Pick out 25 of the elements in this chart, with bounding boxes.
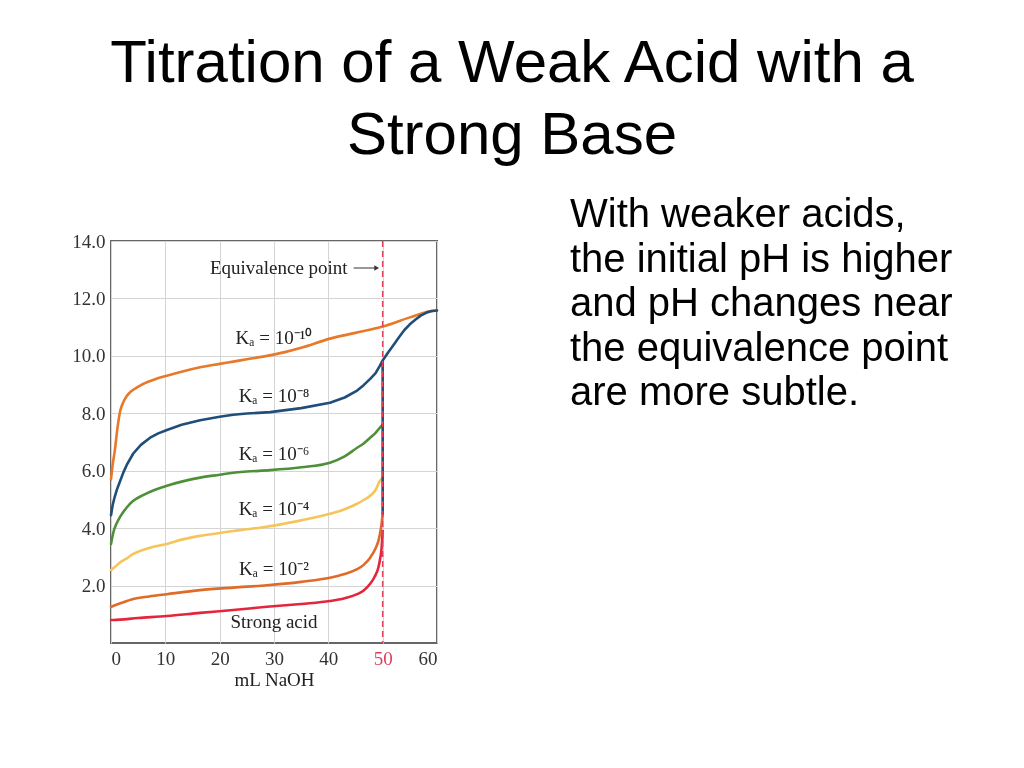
y-tick-label: 2.0 [81,575,106,597]
line-series [109,423,384,546]
series-label: Kₐ = 10⁻⁴ [238,498,310,520]
x-tick-label: 50 [373,647,393,669]
y-tick-label: 6.0 [81,460,106,482]
series-label: Kₐ = 10⁻¹⁰ [235,327,313,349]
y-tick-label: 10.0 [72,345,106,367]
series-label: Kₐ = 10⁻² [239,557,310,579]
x-tick-label: 0 [111,647,121,669]
x-tick-label: 40 [319,647,339,669]
x-tick-label: 60 [418,647,438,669]
y-tick-label: 4.0 [81,517,106,539]
chart-title: Titration of a Weak Acid with a Strong Base [110,28,915,167]
series-label: Kₐ = 10⁻⁶ [238,442,310,464]
series-label: Strong acid [230,611,319,633]
text: With weaker acids, the initial pH is higher and pH changes near the equivalence point are more subtle. [570,191,953,413]
y-tick-label: 8.0 [81,402,106,424]
y-tick-label: 12.0 [72,287,106,309]
x-axis-title: mL NaOH [234,668,315,690]
x-tick-label: 10 [156,647,176,669]
x-tick-label: 30 [265,647,284,669]
ref-line-label: Equivalence point [209,257,349,278]
series-label: Kₐ = 10⁻⁸ [238,384,310,406]
x-tick-label: 20 [210,647,230,669]
y-tick-label: 14.0 [72,230,106,252]
